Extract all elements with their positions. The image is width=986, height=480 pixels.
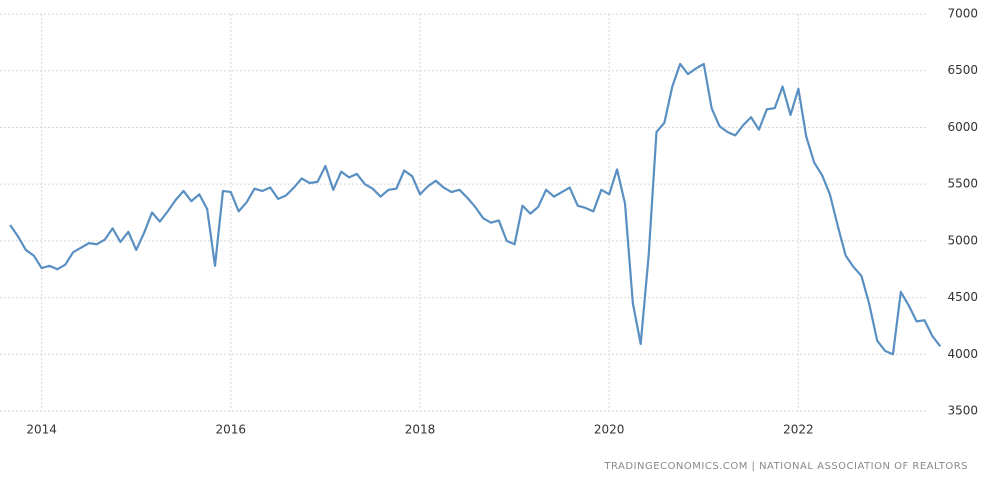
- x-tick-label: 2014: [26, 423, 57, 437]
- y-tick-label: 4000: [947, 347, 978, 361]
- y-tick-label: 5000: [947, 233, 978, 247]
- x-tick-label: 2016: [216, 423, 247, 437]
- x-tick-label: 2018: [405, 423, 436, 437]
- y-tick-label: 5500: [947, 177, 978, 191]
- source: TRADINGECONOMICS.COM | NATIONAL ASSOCIAT…: [603, 461, 968, 472]
- x-tick-label: 2020: [594, 423, 625, 437]
- y-tick-label: 3500: [947, 404, 978, 418]
- y-tick-label: 6000: [947, 120, 978, 134]
- y-tick-label: 6500: [947, 63, 978, 77]
- y-tick-label: 7000: [947, 7, 978, 21]
- y-tick-label: 4500: [947, 290, 978, 304]
- x-tick-label: 2022: [783, 423, 814, 437]
- line: [9, 62, 942, 356]
